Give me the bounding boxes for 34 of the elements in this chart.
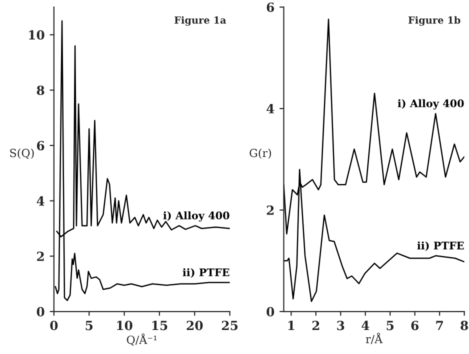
x-tick-label: 3 [337,320,344,330]
x-tick-label: 5 [386,320,394,330]
x-tick-label: 7 [436,320,443,330]
x-tick-label: 25 [222,320,238,330]
y-tick-label: 2 [37,252,44,261]
x-tick-label: 10 [117,320,132,330]
annotation: Figure 1a [174,16,226,26]
y-tick-label: 4 [36,196,44,206]
x-axis-title: r/Å [366,332,383,344]
series-label: i) Alloy 400 [398,99,464,110]
x-tick-label: 2 [312,320,320,330]
y-tick-label: 10 [29,30,44,40]
x-tick-label: 0 [50,320,58,330]
x-tick-label: 4 [362,320,370,330]
series-label: ii) PTFE [182,268,230,278]
x-tick-label: 1 [288,320,294,330]
x-tick-label: 5 [86,320,93,330]
y-axis-title: S(Q) [10,148,34,159]
annotation: Figure 1b [408,16,460,26]
y-tick-label: 6 [36,140,44,150]
y-tick-label: 2 [266,206,274,215]
y-tick-label: 4 [266,104,274,114]
x-tick-label: 6 [411,320,419,330]
y-tick-label: 0 [266,306,274,316]
x-tick-label: 20 [186,320,203,330]
series-label: i) Alloy 400 [163,211,230,222]
y-tick-label: 0 [36,306,44,316]
x-tick-label: 8 [460,320,468,330]
y-tick-label: 8 [36,86,44,96]
x-axis-title: Q/Å⁻¹ [126,334,157,346]
y-axis-title: G(r) [250,148,272,159]
series-label: ii) PTFE [417,241,464,251]
x-tick-label: 15 [152,320,168,330]
y-tick-label: 6 [266,2,274,12]
